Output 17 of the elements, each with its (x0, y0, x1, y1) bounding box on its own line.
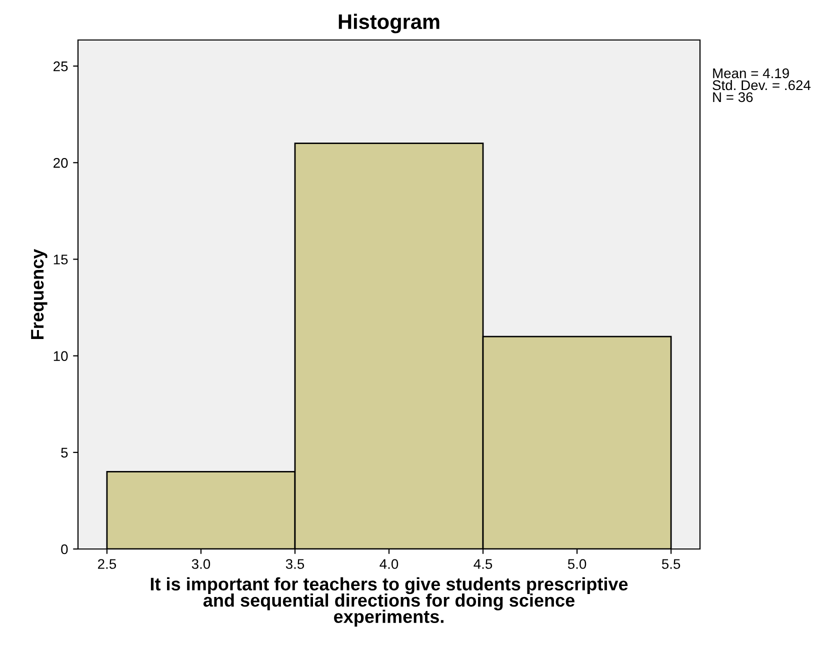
x-tick-label: 4.0 (380, 559, 398, 569)
y-tick-label: 10 (54, 351, 68, 361)
text: Mean = 4.19 Std. Dev. = .624 N = 36 (712, 68, 811, 102)
y-axis-title: Frequency (31, 248, 48, 339)
y-tick-label: 15 (54, 254, 68, 264)
x-tick-label: 2.5 (98, 559, 116, 569)
y-tick-label: 5 (61, 448, 68, 458)
x-tick-label: 4.5 (474, 559, 492, 569)
y-tick-label: 25 (54, 61, 68, 72)
chart-title: Histogram (338, 14, 440, 34)
y-tick-label: 20 (54, 158, 68, 168)
x-tick-label: 3.5 (286, 559, 304, 569)
x-tick-label: 5.0 (568, 559, 586, 569)
x-tick-label: 5.5 (662, 559, 680, 569)
x-tick-label: 3.0 (192, 559, 210, 569)
y-tick-label: 0 (61, 544, 68, 554)
x-axis-title: It is important for teachers to give students prescriptive and sequential directions for doing science experiments. (150, 577, 628, 627)
